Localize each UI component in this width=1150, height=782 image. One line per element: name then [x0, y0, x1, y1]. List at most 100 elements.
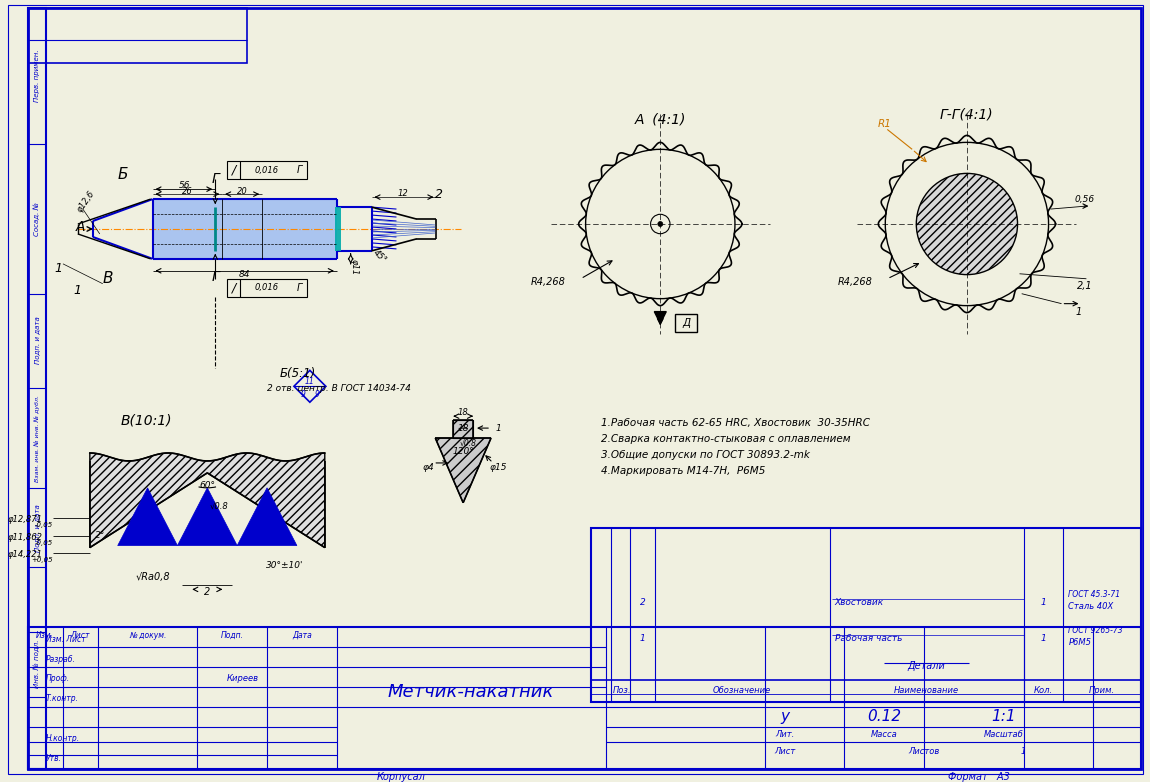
- Text: 1: 1: [1021, 747, 1026, 756]
- Text: Изм.: Изм.: [36, 630, 54, 640]
- Bar: [335, 207, 340, 251]
- Text: Инв. № подл.: Инв. № подл.: [33, 640, 40, 688]
- Text: 0,016: 0,016: [255, 283, 279, 292]
- Polygon shape: [436, 438, 491, 503]
- Text: Лист: Лист: [774, 747, 796, 756]
- Text: -0,05: -0,05: [34, 540, 53, 546]
- Text: /: /: [232, 282, 236, 294]
- Text: Масса: Масса: [871, 730, 898, 739]
- Bar: [28, 8, 46, 769]
- Text: Кол.: Кол.: [1034, 687, 1053, 695]
- Text: Поз.: Поз.: [613, 687, 631, 695]
- Text: 4.Маркировать М14-7Н,  Р6М5: 4.Маркировать М14-7Н, Р6М5: [600, 466, 765, 476]
- Text: 45°: 45°: [371, 249, 388, 265]
- Text: Дата: Дата: [292, 630, 312, 640]
- Text: 30°±10': 30°±10': [266, 561, 304, 570]
- Text: 1: 1: [1041, 597, 1046, 607]
- Text: Разраб.: Разраб.: [46, 655, 76, 664]
- Text: 2°: 2°: [94, 531, 105, 540]
- Text: Г: Г: [212, 270, 220, 284]
- Text: Рабочая часть: Рабочая часть: [835, 633, 902, 643]
- Text: Обозначение: Обозначение: [713, 687, 770, 695]
- Bar: [153, 199, 337, 259]
- Text: Подп. и дата: Подп. и дата: [34, 317, 40, 364]
- Text: у: у: [780, 709, 789, 724]
- Text: Р6М5: Р6М5: [1068, 637, 1091, 647]
- Text: 2 отв. центр. В ГОСТ 14034-74: 2 отв. центр. В ГОСТ 14034-74: [267, 384, 411, 393]
- Text: 1: 1: [74, 284, 82, 297]
- Text: 0,016: 0,016: [255, 166, 279, 174]
- Text: Г: Г: [212, 172, 220, 186]
- Text: 84: 84: [238, 271, 250, 279]
- Text: 60°: 60°: [199, 482, 215, 490]
- Polygon shape: [117, 488, 177, 546]
- Text: 18: 18: [458, 424, 469, 432]
- Text: 1:1: 1:1: [991, 709, 1017, 724]
- Text: Хвостовик: Хвостовик: [835, 597, 883, 607]
- Bar: [675, 314, 697, 332]
- Text: 26: 26: [182, 187, 193, 196]
- Text: Изм. Лист: Изм. Лист: [46, 635, 86, 644]
- Text: Масштаб: Масштаб: [984, 730, 1024, 739]
- Text: φ11,862: φ11,862: [8, 533, 43, 542]
- Circle shape: [917, 174, 1018, 274]
- Text: √Ra0,8: √Ra0,8: [136, 572, 170, 583]
- Circle shape: [658, 221, 662, 227]
- Text: А: А: [76, 220, 85, 234]
- Text: Детали: Детали: [907, 661, 945, 671]
- Text: Г-Г(4:1): Г-Г(4:1): [940, 107, 994, 121]
- Text: Подп.: Подп.: [221, 630, 244, 640]
- Text: 56: 56: [178, 181, 190, 190]
- Text: 1: 1: [1041, 633, 1046, 643]
- Text: +0,05: +0,05: [31, 557, 53, 562]
- Text: Прим.: Прим.: [1089, 687, 1116, 695]
- Text: Лит.: Лит.: [775, 730, 795, 739]
- Text: Г: Г: [297, 165, 302, 175]
- Text: 0,56: 0,56: [1074, 195, 1095, 203]
- Text: φ15: φ15: [489, 464, 507, 472]
- Text: R1: R1: [877, 120, 891, 130]
- Polygon shape: [237, 488, 297, 546]
- Text: R4,268: R4,268: [837, 277, 873, 287]
- Text: 2.Сварка контактно-стыковая с оплавлением: 2.Сварка контактно-стыковая с оплавление…: [600, 434, 850, 444]
- Text: Д: Д: [682, 317, 690, 328]
- Text: 20: 20: [237, 187, 247, 196]
- Text: Сосад. №: Сосад. №: [33, 202, 40, 236]
- Text: φ12,6: φ12,6: [75, 188, 97, 213]
- Text: Подп. и дата: Подп. и дата: [34, 504, 40, 551]
- Text: R4,268: R4,268: [531, 277, 566, 287]
- Text: Листов: Листов: [908, 747, 940, 756]
- Text: Корпусал: Корпусал: [377, 772, 425, 781]
- Text: 11: 11: [305, 377, 315, 386]
- Text: φ4: φ4: [422, 464, 435, 472]
- Text: Утв.: Утв.: [46, 754, 62, 763]
- Text: 1: 1: [54, 262, 62, 275]
- Text: 2,1: 2,1: [1076, 281, 1092, 291]
- Text: В(10:1): В(10:1): [121, 413, 172, 427]
- Text: 9: 9: [300, 389, 305, 399]
- Text: √0.8: √0.8: [209, 501, 229, 510]
- Polygon shape: [654, 311, 666, 324]
- Text: 9: 9: [314, 389, 320, 399]
- Text: 2: 2: [205, 587, 210, 597]
- Polygon shape: [453, 420, 473, 438]
- Bar: [228, 278, 307, 296]
- Bar: [28, 627, 1141, 769]
- Text: ГОСТ 9265-73: ГОСТ 9265-73: [1068, 626, 1124, 635]
- Text: Б(5:1): Б(5:1): [279, 367, 316, 380]
- Text: ГОСТ 45.3-71: ГОСТ 45.3-71: [1068, 590, 1120, 599]
- Text: В: В: [102, 271, 113, 286]
- Text: 1: 1: [1075, 307, 1081, 317]
- Text: Формат   А3: Формат А3: [948, 772, 1010, 781]
- Text: Сталь 40Х: Сталь 40Х: [1068, 602, 1113, 611]
- Text: 1.Рабочая часть 62-65 HRC, Хвостовик  30-35HRC: 1.Рабочая часть 62-65 HRC, Хвостовик 30-…: [600, 418, 869, 428]
- Text: А  (4:1): А (4:1): [635, 113, 685, 127]
- Text: Т.контр.: Т.контр.: [46, 694, 79, 703]
- Text: 120°: 120°: [452, 447, 474, 457]
- Text: √0.8: √0.8: [460, 439, 476, 447]
- Text: φ11: φ11: [350, 259, 358, 275]
- Text: 18: 18: [458, 407, 468, 417]
- Text: Лист: Лист: [70, 630, 90, 640]
- Text: 1: 1: [639, 633, 645, 643]
- Text: /: /: [232, 163, 236, 177]
